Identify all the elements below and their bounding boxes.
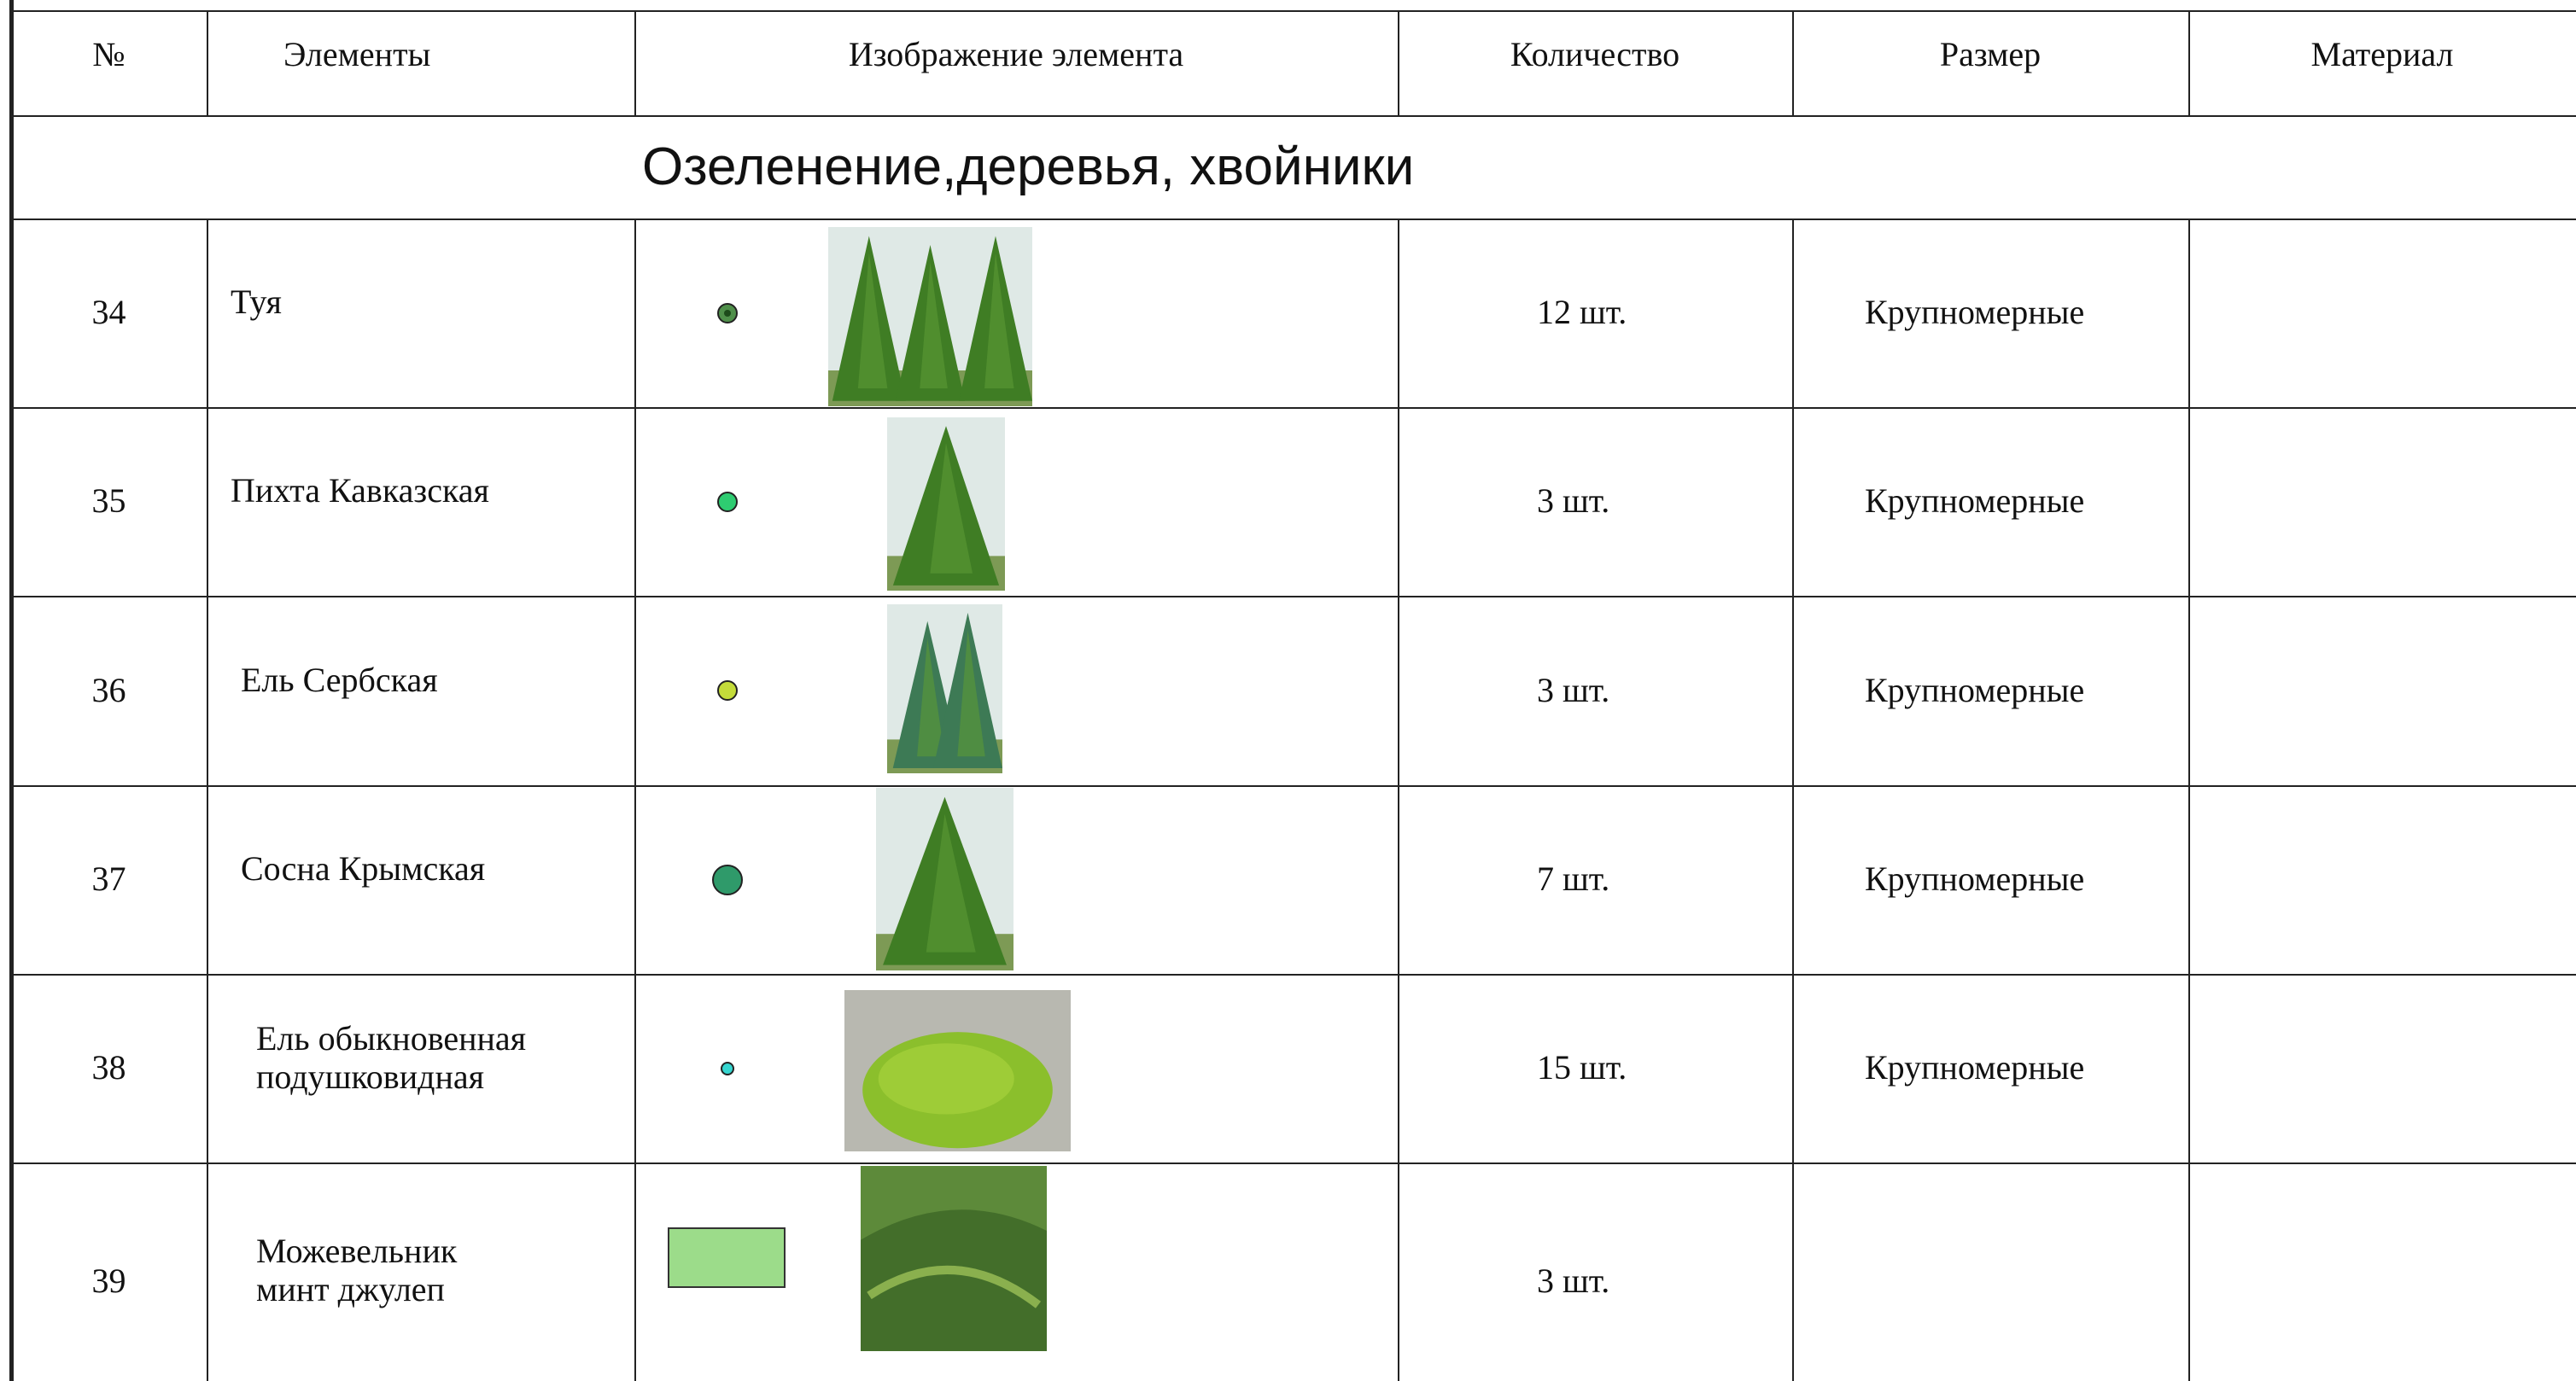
row-number: 38 xyxy=(11,974,207,1162)
legend-symbol xyxy=(702,1043,753,1094)
plant-photo xyxy=(828,227,1032,406)
header-cell: Изображение элемента xyxy=(634,17,1398,92)
header-cell: Количество xyxy=(1398,17,1792,92)
element-name: Сосна Крымская xyxy=(207,775,634,964)
row-number: 34 xyxy=(11,219,207,407)
row-number: 37 xyxy=(11,785,207,974)
legend-symbol xyxy=(702,288,753,339)
column-border xyxy=(207,10,208,115)
quantity: 7 шт. xyxy=(1398,785,1792,974)
element-name: Ель обыкновенная подушковидная xyxy=(207,964,634,1152)
header-cell: Материал xyxy=(2188,17,2576,92)
header-cell: № xyxy=(11,17,207,92)
legend-symbol xyxy=(702,665,753,716)
plant-photo xyxy=(887,417,1005,591)
row-number: 36 xyxy=(11,596,207,785)
row-number: 35 xyxy=(11,407,207,596)
element-name: Пихта Кавказская xyxy=(207,397,634,586)
header-cell: Элементы xyxy=(283,17,634,92)
document-page: № ЭлементыИзображение элементаКоличествоР… xyxy=(0,0,2576,1381)
plant-photo xyxy=(844,990,1071,1151)
quantity: 12 шт. xyxy=(1398,219,1792,407)
plant-photo xyxy=(876,788,1013,970)
legend-symbol xyxy=(668,1227,787,1289)
quantity: 3 шт. xyxy=(1398,1162,1792,1381)
row-border xyxy=(11,10,2576,12)
element-name: Можевельник минт джулеп xyxy=(207,1152,634,1381)
row-number: 39 xyxy=(11,1162,207,1381)
quantity: 3 шт. xyxy=(1398,596,1792,785)
size: Крупномерные xyxy=(1792,596,2188,785)
size: Крупномерные xyxy=(1792,407,2188,596)
column-border xyxy=(2188,219,2190,1381)
column-border xyxy=(634,219,636,1381)
plant-photo xyxy=(861,1166,1047,1351)
section-title: Озеленение,деревья, хвойники xyxy=(642,115,1923,219)
legend-symbol xyxy=(702,476,753,527)
element-name: Ель Сербская xyxy=(207,586,634,775)
header-cell: Размер xyxy=(1792,17,2188,92)
quantity: 15 шт. xyxy=(1398,974,1792,1162)
size: Крупномерные xyxy=(1792,219,2188,407)
plant-photo xyxy=(887,604,1002,773)
element-name: Туя xyxy=(207,208,634,397)
quantity: 3 шт. xyxy=(1398,407,1792,596)
size: Крупномерные xyxy=(1792,974,2188,1162)
size: Крупномерные xyxy=(1792,785,2188,974)
legend-symbol xyxy=(702,854,753,906)
